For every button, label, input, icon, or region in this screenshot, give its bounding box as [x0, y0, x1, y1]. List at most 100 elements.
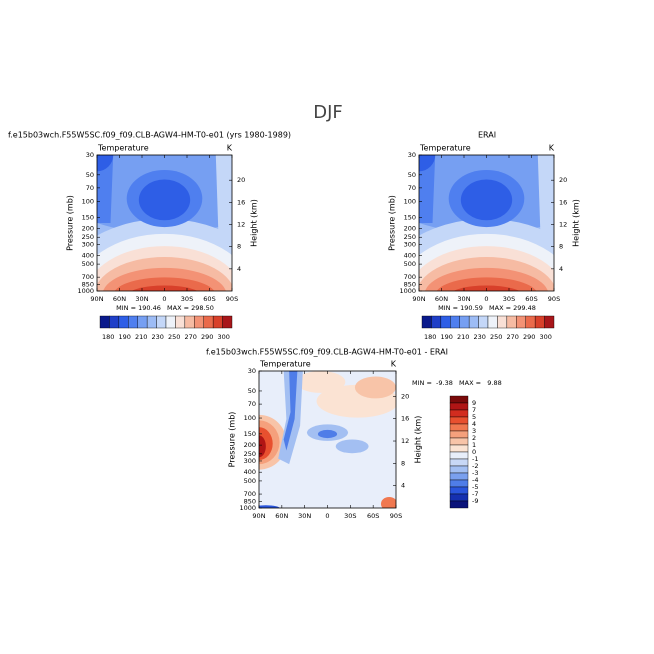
y-tick-label: 100 — [244, 414, 256, 422]
y-tick-label: 400 — [82, 251, 94, 259]
colorbar-label: 9 — [472, 399, 476, 407]
y-tick-label: 100 — [82, 198, 94, 206]
y2-tick-label: 4 — [237, 265, 241, 273]
y-tick-label: 70 — [86, 184, 94, 192]
colorbar-box — [449, 444, 469, 453]
colorbar-box — [449, 430, 469, 439]
colorbar-label: 290 — [523, 333, 535, 341]
colorbar-box — [212, 315, 223, 329]
colorbar-box — [534, 315, 545, 329]
x-tick-label: 60S — [525, 295, 537, 303]
colorbar-box — [525, 315, 536, 329]
stats: MIN = -9.38 MAX = 9.88 — [412, 379, 502, 387]
x-tick-label: 0 — [162, 295, 166, 303]
contour-fill — [354, 376, 396, 399]
colorbar-box — [449, 451, 469, 460]
colorbar-label: 180 — [102, 333, 114, 341]
colorbar-label: 0 — [472, 448, 476, 456]
colorbar-label: -4 — [472, 476, 478, 484]
units-label: K — [391, 360, 397, 369]
colorbar-label: -5 — [472, 483, 478, 491]
y2-tick-label: 4 — [559, 265, 563, 273]
contour-field — [259, 371, 396, 508]
variable-label: Temperature — [419, 144, 471, 153]
y2-tick-label: 20 — [401, 392, 409, 400]
y-axis-label: Pressure (mb) — [228, 412, 237, 468]
colorbar-label: 210 — [135, 333, 147, 341]
x-tick-label: 90S — [390, 512, 402, 520]
colorbar-box — [175, 315, 186, 329]
y-tick-label: 250 — [244, 450, 256, 458]
colorbar-box — [440, 315, 451, 329]
colorbar-box — [449, 479, 469, 488]
contour-fill — [380, 497, 396, 508]
contour-fill — [335, 439, 369, 454]
y2-tick-label: 16 — [237, 198, 245, 206]
y-tick-label: 700 — [82, 273, 94, 281]
figure-title: DJF — [313, 102, 343, 123]
x-tick-label: 60S — [203, 295, 215, 303]
y-tick-label: 30 — [408, 151, 416, 159]
y-tick-label: 850 — [404, 281, 416, 289]
colorbar-box — [128, 315, 138, 329]
y-tick-label: 50 — [248, 387, 256, 395]
colorbar-box — [109, 315, 120, 329]
colorbar-label: 5 — [472, 413, 476, 421]
y2-tick-label: 20 — [559, 176, 567, 184]
y-tick-label: 300 — [82, 240, 94, 248]
colorbar-box — [449, 395, 469, 404]
y-tick-label: 1000 — [399, 287, 416, 295]
y-tick-label: 200 — [244, 441, 256, 449]
x-tick-label: 60N — [275, 512, 288, 520]
colorbar-box — [449, 493, 469, 502]
contour-fill — [436, 277, 537, 291]
colorbar-label: 250 — [168, 333, 180, 341]
variable-label: Temperature — [97, 144, 149, 153]
panel-title: f.e15b03wch.F55W5SC.f09_f09.CLB-AGW4-HM-… — [8, 131, 291, 140]
colorbar-box — [165, 315, 176, 329]
y-tick-label: 300 — [244, 457, 256, 465]
y2-tick-label: 16 — [401, 415, 409, 423]
colorbar-box — [449, 486, 469, 495]
contour-fill — [259, 505, 280, 508]
y2-tick-label: 16 — [559, 198, 567, 206]
colorbar-label: 3 — [472, 427, 476, 435]
contour-fill — [114, 277, 215, 291]
contour-fill — [537, 155, 554, 237]
y-tick-label: 700 — [244, 490, 256, 498]
colorbar-label: -2 — [472, 462, 478, 470]
colorbar-label: 290 — [201, 333, 213, 341]
colorbar-box — [184, 315, 195, 329]
y-tick-label: 200 — [404, 225, 416, 233]
x-tick-label: 60S — [367, 512, 379, 520]
y2-axis-label: Height (km) — [250, 199, 259, 247]
y-tick-label: 50 — [86, 171, 94, 179]
y-tick-label: 150 — [82, 213, 94, 221]
y-tick-label: 250 — [404, 233, 416, 241]
colorbar-label: 210 — [457, 333, 469, 341]
y-axis-label: Pressure (mb) — [66, 195, 75, 251]
colorbar-box — [431, 315, 442, 329]
colorbar-label: 190 — [119, 333, 131, 341]
colorbar-box — [478, 315, 489, 329]
x-tick-label: 90S — [548, 295, 560, 303]
y-tick-label: 150 — [244, 430, 256, 438]
x-tick-label: 30N — [135, 295, 148, 303]
x-tick-label: 90S — [226, 295, 238, 303]
colorbar-box — [118, 315, 129, 329]
colorbar-label: 2 — [472, 434, 476, 442]
contour-fill — [259, 435, 266, 458]
x-tick-label: 90N — [90, 295, 103, 303]
colorbar-box — [487, 315, 498, 329]
colorbar-label: 270 — [507, 333, 519, 341]
x-tick-label: 30S — [181, 295, 193, 303]
colorbar-box — [516, 315, 526, 329]
colorbar-label: 190 — [441, 333, 453, 341]
colorbar-box — [449, 437, 469, 446]
y-tick-label: 30 — [248, 367, 256, 375]
contour-fill — [97, 155, 114, 223]
colorbar-label: 1 — [472, 441, 476, 449]
x-tick-label: 60N — [113, 295, 126, 303]
